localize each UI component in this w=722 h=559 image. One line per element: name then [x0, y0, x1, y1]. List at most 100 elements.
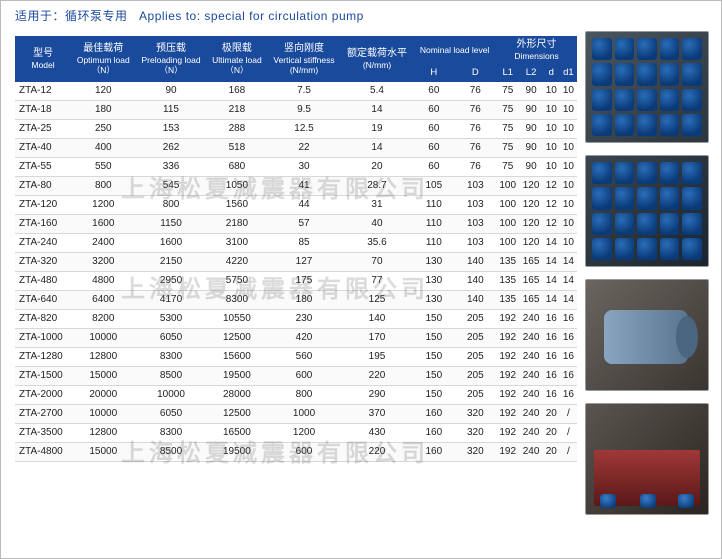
table-row: ZTA-128012800830015600560195150205192240…	[15, 347, 577, 366]
table-cell: 600	[267, 442, 341, 461]
table-cell: ZTA-480	[15, 271, 71, 290]
table-cell: 153	[135, 119, 206, 138]
table-cell: 5750	[207, 271, 268, 290]
table-cell: 12800	[71, 423, 135, 442]
table-cell: 2150	[135, 252, 206, 271]
table-cell: 430	[341, 423, 413, 442]
column-subheader: L2	[519, 64, 542, 81]
table-cell: 90	[135, 82, 206, 101]
table-cell: 10	[560, 176, 577, 195]
table-cell: 103	[455, 214, 496, 233]
table-cell: 19500	[207, 366, 268, 385]
table-row: ZTA-181801152189.514607675901010	[15, 100, 577, 119]
column-header: 预压载Preloading load（N）	[135, 36, 206, 82]
table-cell: 2950	[135, 271, 206, 290]
isolator-shape	[637, 89, 657, 111]
table-cell: 8500	[135, 366, 206, 385]
table-cell: 14	[543, 290, 560, 309]
table-cell: 103	[455, 195, 496, 214]
table-cell: 76	[455, 100, 496, 119]
isolator-shape	[615, 213, 635, 235]
table-cell: 12	[543, 176, 560, 195]
table-cell: 400	[71, 138, 135, 157]
table-cell: 240	[519, 366, 542, 385]
isolator-shape	[682, 63, 702, 85]
table-cell: 19	[341, 119, 413, 138]
photo-panel	[581, 1, 721, 558]
table-cell: 31	[341, 195, 413, 214]
table-cell: 90	[519, 157, 542, 176]
table-cell: 290	[341, 385, 413, 404]
table-cell: 130	[413, 271, 454, 290]
table-cell: 10	[543, 157, 560, 176]
isolator-shape	[660, 63, 680, 85]
table-cell: 170	[341, 328, 413, 347]
table-cell: 288	[207, 119, 268, 138]
table-cell: 16	[560, 366, 577, 385]
title-en: Applies to: special for circulation pump	[139, 9, 364, 23]
table-cell: 160	[413, 404, 454, 423]
table-cell: 8200	[71, 309, 135, 328]
table-cell: 75	[496, 82, 519, 101]
table-cell: 35.6	[341, 233, 413, 252]
table-cell: 5.4	[341, 82, 413, 101]
table-cell: ZTA-240	[15, 233, 71, 252]
table-cell: 28000	[207, 385, 268, 404]
table-cell: 12.5	[267, 119, 341, 138]
table-cell: 16	[543, 385, 560, 404]
table-cell: 12800	[71, 347, 135, 366]
table-cell: 165	[519, 252, 542, 271]
table-cell: 6050	[135, 328, 206, 347]
isolator-shape	[592, 38, 612, 60]
table-cell: 90	[519, 100, 542, 119]
table-cell: ZTA-3500	[15, 423, 71, 442]
table-cell: ZTA-2000	[15, 385, 71, 404]
table-cell: 320	[455, 442, 496, 461]
table-cell: 76	[455, 138, 496, 157]
isolator-grid	[592, 162, 702, 260]
table-cell: 140	[455, 290, 496, 309]
isolator-shape	[592, 89, 612, 111]
isolator-shape	[592, 187, 612, 209]
table-cell: 175	[267, 271, 341, 290]
isolator-shape	[660, 238, 680, 260]
column-header: 竖向刚度Vertical stiffness(N/mm)	[267, 36, 341, 82]
table-cell: 165	[519, 271, 542, 290]
column-header: 极限载Ultimate load（N）	[207, 36, 268, 82]
isolator-shape	[637, 38, 657, 60]
isolator-shape	[637, 114, 657, 136]
table-cell: 20000	[71, 385, 135, 404]
isolator-shape	[615, 89, 635, 111]
table-cell: 110	[413, 233, 454, 252]
table-cell: 60	[413, 119, 454, 138]
table-cell: 20	[543, 423, 560, 442]
table-cell: 9.5	[267, 100, 341, 119]
table-cell: 1560	[207, 195, 268, 214]
table-row: ZTA-404002625182214607675901010	[15, 138, 577, 157]
table-cell: 77	[341, 271, 413, 290]
table-cell: 100	[496, 233, 519, 252]
table-cell: 30	[267, 157, 341, 176]
table-cell: 7.5	[267, 82, 341, 101]
table-cell: 8300	[135, 423, 206, 442]
table-row: ZTA-270010000605012500100037016032019224…	[15, 404, 577, 423]
isolator-shape	[615, 114, 635, 136]
table-row: ZTA-16016001150218057401101031001201210	[15, 214, 577, 233]
table-row: ZTA-320320021504220127701301401351651414	[15, 252, 577, 271]
table-cell: 85	[267, 233, 341, 252]
table-cell: 10550	[207, 309, 268, 328]
column-subheader: H	[413, 64, 454, 81]
table-panel: 适用于：循环泵专用 Applies to: special for circul…	[1, 1, 581, 558]
table-row: ZTA-2402400160031008535.6110103100120141…	[15, 233, 577, 252]
table-cell: 19500	[207, 442, 268, 461]
table-cell: 336	[135, 157, 206, 176]
table-cell: 192	[496, 309, 519, 328]
spec-table: 型号Model最佳载荷Optimum load（N）预压载Preloading …	[15, 36, 577, 462]
isolator-shape	[637, 238, 657, 260]
table-cell: 90	[519, 119, 542, 138]
isolator-shape	[637, 187, 657, 209]
pump-flange-shape	[676, 316, 698, 358]
table-cell: 10	[543, 100, 560, 119]
column-subheader: L1	[496, 64, 519, 81]
table-cell: 60	[413, 157, 454, 176]
